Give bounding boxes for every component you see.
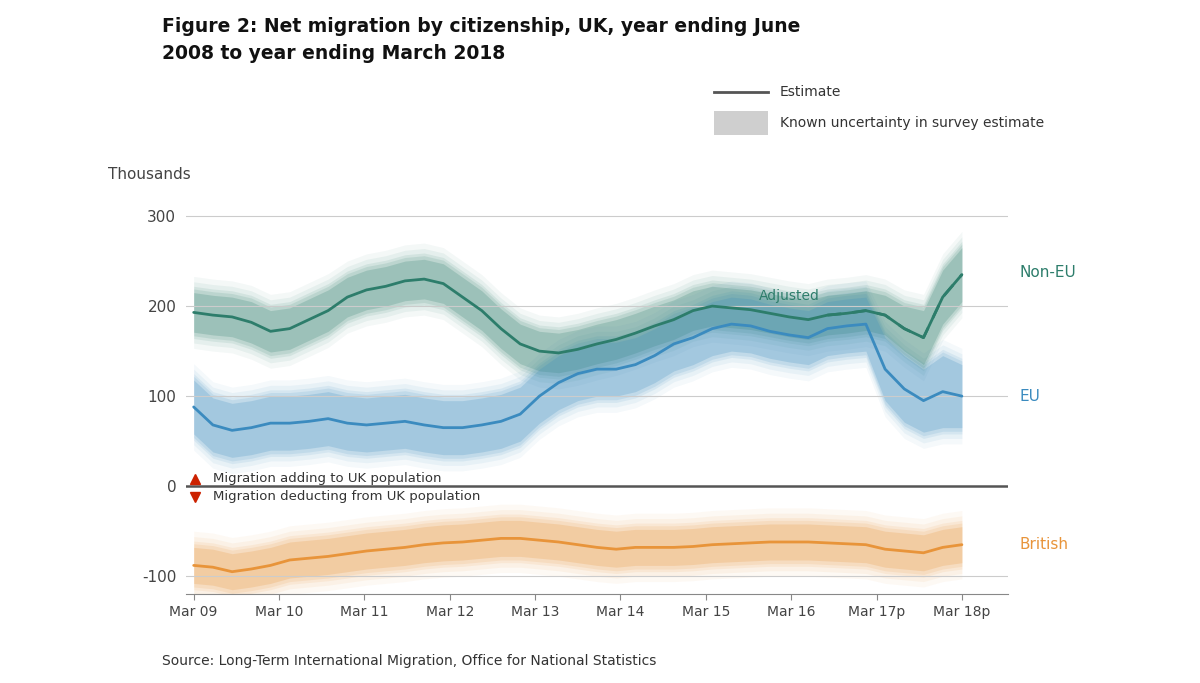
Text: Thousands: Thousands xyxy=(108,167,191,182)
Text: Migration adding to UK population: Migration adding to UK population xyxy=(212,473,442,486)
Text: 2008 to year ending March 2018: 2008 to year ending March 2018 xyxy=(162,44,505,64)
Text: Source: Long-Term International Migration, Office for National Statistics: Source: Long-Term International Migratio… xyxy=(162,654,656,668)
Text: EU: EU xyxy=(1020,389,1040,404)
Text: Known uncertainty in survey estimate: Known uncertainty in survey estimate xyxy=(780,116,1044,130)
Text: Non-EU: Non-EU xyxy=(1020,265,1076,280)
Text: Estimate: Estimate xyxy=(780,85,841,99)
Text: Migration deducting from UK population: Migration deducting from UK population xyxy=(212,490,480,503)
Text: British: British xyxy=(1020,538,1068,552)
Text: Adjusted: Adjusted xyxy=(758,288,820,303)
Text: Figure 2: Net migration by citizenship, UK, year ending June: Figure 2: Net migration by citizenship, … xyxy=(162,17,800,36)
